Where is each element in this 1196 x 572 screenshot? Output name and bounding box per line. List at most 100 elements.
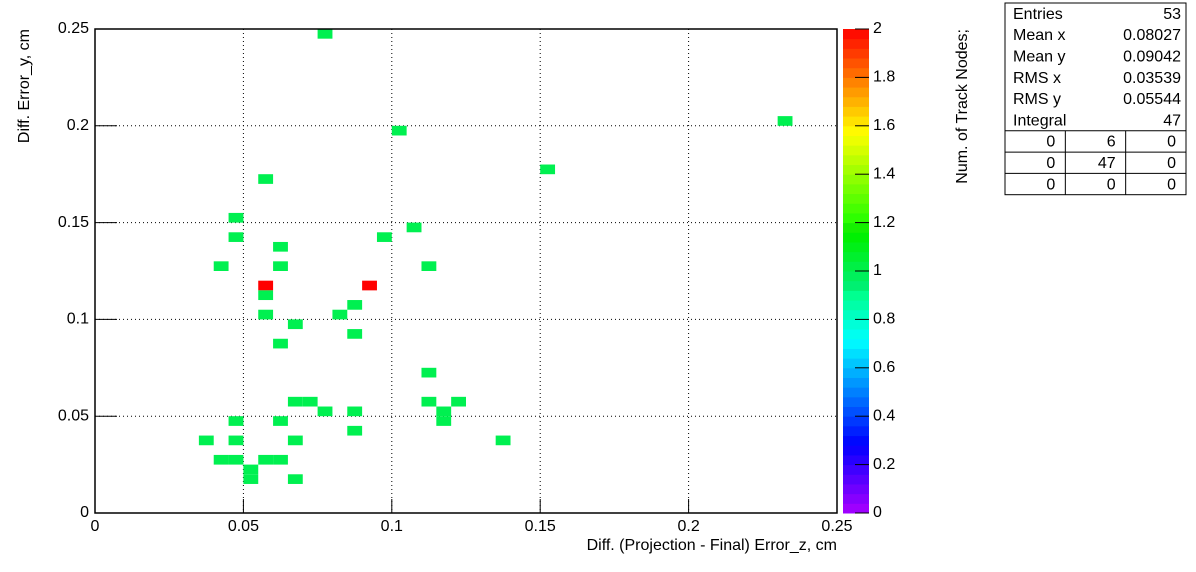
colorbar-step [843,280,869,291]
colorbar-step [843,164,869,175]
z-tick-label: 0.4 [873,407,895,424]
colorbar-step [843,241,869,253]
stats-cell: 0 [1167,134,1176,151]
cell [391,125,407,136]
y-tick-label: 0 [80,504,89,521]
stats-value: 0.03539 [1123,70,1181,87]
cell [273,454,288,465]
cell [347,425,363,436]
stats-value: 0.08027 [1123,27,1181,44]
cell [317,29,333,39]
colorbar-step [843,203,869,214]
colorbar-step [843,319,869,330]
cell [228,435,244,446]
z-tick-label: 2 [873,20,882,37]
colorbar-step [843,58,869,69]
x-tick-label: 0.25 [821,518,852,535]
colorbar-step [843,483,869,495]
cell [273,241,288,252]
cell [436,416,452,426]
cell [258,280,274,291]
cell [376,232,392,242]
colorbar-step [843,425,869,437]
cell [258,290,274,301]
cell [777,116,793,126]
colorbar-step [843,503,869,514]
cell [228,454,244,465]
cell [287,474,303,484]
cell [451,396,466,407]
z-tick-label: 0 [873,504,882,521]
colorbar-step [843,377,869,388]
cell [540,164,556,175]
colorbar-step [843,125,869,136]
cell [406,222,422,233]
plot-frame [94,28,838,514]
cell [243,474,259,484]
colorbar-step [843,193,869,204]
z-tick-label: 1.6 [873,117,895,134]
stats-cell: 0 [1107,176,1116,193]
cell [273,416,288,426]
cell [347,300,363,310]
cell [362,280,377,291]
stats-label: Mean x [1013,27,1065,44]
z-axis-title: Num. of Track Nodes; [954,29,971,184]
colorbar-step [843,358,869,369]
colorbar-step [843,251,869,262]
cell [287,319,303,330]
colorbar-step [843,135,869,146]
cell [213,261,229,271]
colorbar-step [843,290,869,301]
colorbar-step [843,367,869,378]
cell [213,454,229,465]
stats-label: Mean y [1013,48,1065,65]
colorbar-step [843,493,869,504]
z-tick-label: 0.6 [873,359,895,376]
colorbar-step [843,183,869,195]
cell [302,396,318,407]
stats-box [1004,2,1187,196]
z-tick-label: 0.2 [873,456,895,473]
z-tick-label: 0.8 [873,311,895,328]
stats-cell: 6 [1107,134,1116,151]
colorbar-step [843,261,869,272]
y-tick-label: 0.2 [67,117,89,134]
cell [228,232,244,242]
stats-label: Entries [1013,6,1063,23]
colorbar-step [843,435,869,446]
colorbar-step [843,454,869,466]
colorbar-step [843,338,869,349]
colorbar-step [843,174,869,185]
cell [228,416,244,426]
cell [436,406,452,417]
stats-value: 53 [1163,6,1181,23]
cell [273,261,288,271]
colorbar-step [843,96,869,107]
colorbar-step [843,387,869,398]
stats-cell: 0 [1046,155,1055,172]
colorbar-step [843,416,869,427]
colorbar-step [843,77,869,88]
stats-value: 0.09042 [1123,48,1181,65]
colorbar-step [843,309,869,320]
stats-value: 47 [1163,112,1181,129]
y-tick-label: 0.15 [58,214,89,231]
colorbar-step [843,464,869,475]
y-tick-label: 0.25 [58,20,89,37]
colorbar-step [843,474,869,485]
cell [332,309,348,320]
cell [243,464,259,475]
colorbar-step [843,38,869,49]
stats-label: RMS y [1013,91,1061,108]
cell [287,396,303,407]
y-tick-label: 0.1 [67,311,89,328]
colorbar-step [843,271,869,282]
x-axis-title: Diff. (Projection - Final) Error_z, cm [587,537,837,554]
colorbar-step [843,29,869,40]
cell [287,435,303,446]
cell [421,367,437,378]
x-tick-label: 0.05 [228,518,259,535]
stats-label: Integral [1013,112,1066,129]
